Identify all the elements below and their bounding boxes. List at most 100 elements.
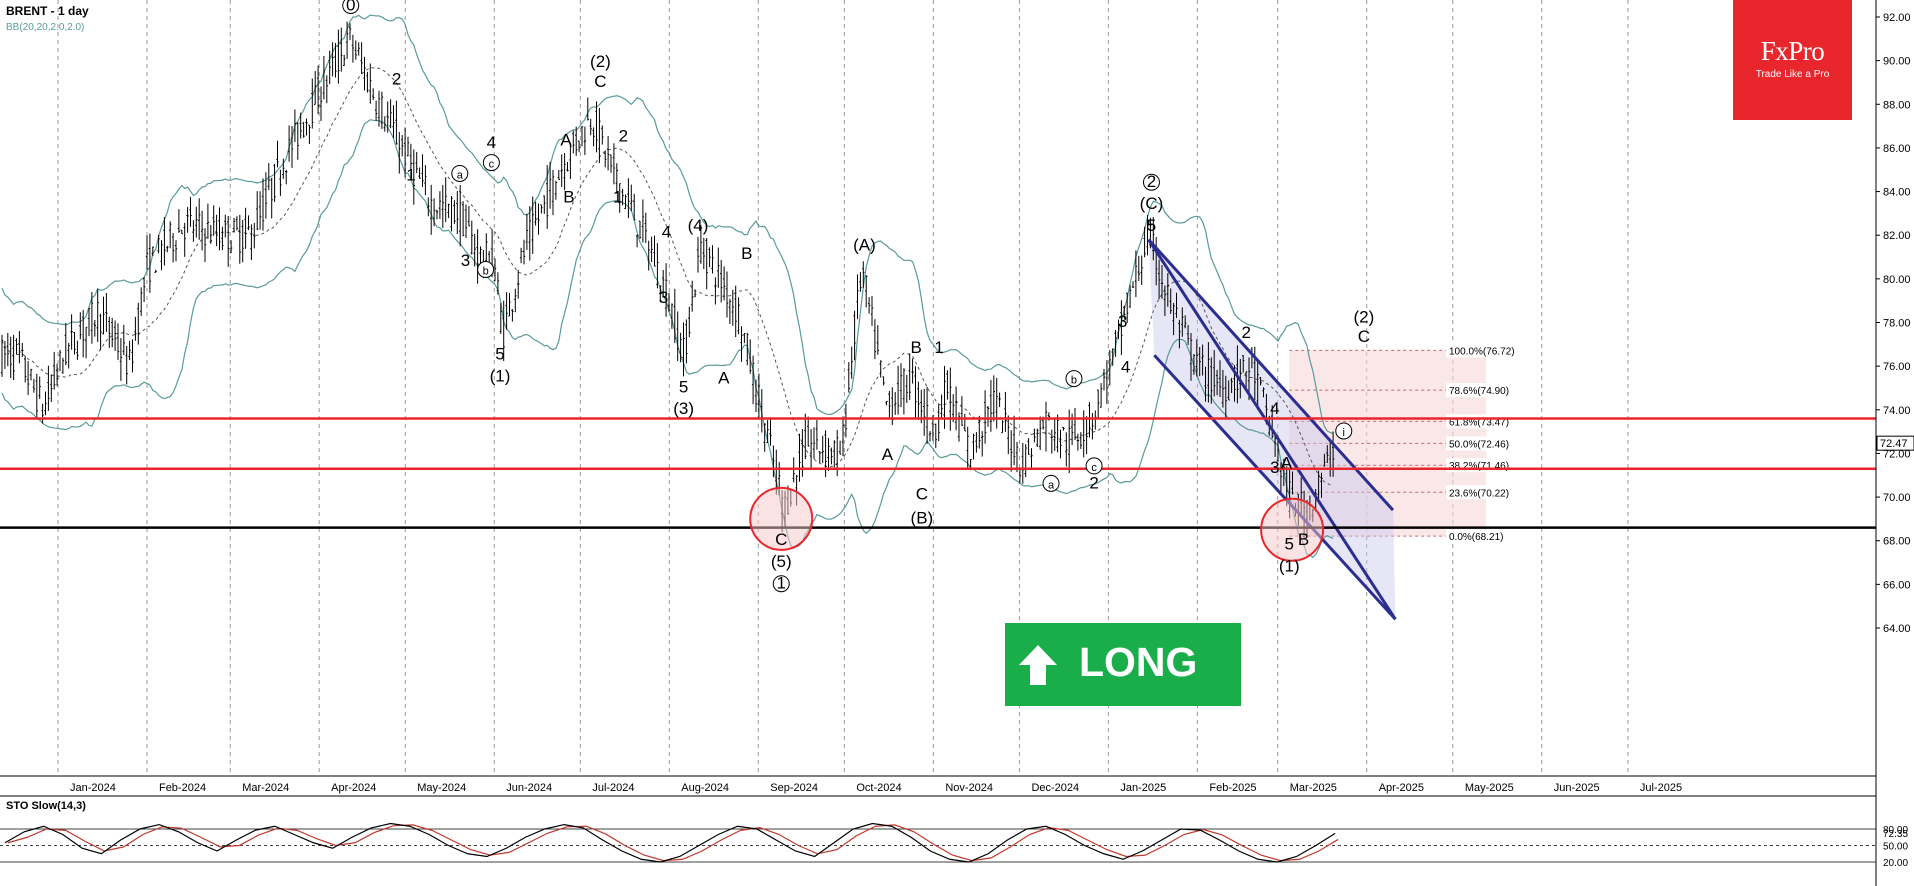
x-tick-label: Jun-2024	[506, 782, 552, 794]
x-tick-label: Jul-2025	[1640, 782, 1682, 794]
wave-label-ring	[772, 575, 790, 593]
y-tick-label: 70.00	[1883, 492, 1911, 504]
wave-label: (B)	[911, 508, 934, 527]
wave-label: 2	[1089, 473, 1098, 492]
wave-label-ring	[451, 164, 469, 182]
fib-label: 38.2%(71.46)	[1449, 461, 1509, 472]
price-axis: 64.00 66.00 68.00 70.00 72.00 74.00 76.00 78.00…	[1876, 12, 1914, 635]
fib-label: 78.6%(74.90)	[1449, 386, 1509, 397]
wave-label: 5	[1147, 216, 1156, 235]
bollinger-label: BB(20,20,2.0,2.0)	[6, 22, 85, 33]
wave-label-ring	[1142, 173, 1160, 191]
wave-label: 5	[495, 345, 504, 364]
channel-lower-line	[1147, 238, 1397, 621]
x-tick-label: May-2025	[1465, 782, 1514, 794]
wave-label: C	[1358, 327, 1370, 346]
fib-label-bg	[1446, 485, 1522, 500]
wave-label: (1)	[1279, 556, 1300, 575]
wave-label: 4	[1270, 399, 1279, 418]
x-tick-label: Sep-2024	[770, 782, 818, 794]
wave-label: 5	[1284, 534, 1293, 553]
wave-label: 3	[659, 288, 668, 307]
wave-label: B	[910, 338, 921, 357]
wave-label: C	[594, 72, 606, 91]
x-tick-label: Apr-2025	[1379, 782, 1424, 794]
main-panel-bg	[0, 0, 1876, 776]
last-price-box	[1876, 435, 1914, 451]
fib-label-bg	[1446, 436, 1522, 451]
wave-label: 4	[662, 222, 671, 241]
wave-label: 4	[487, 133, 496, 152]
wave-label: a	[457, 169, 464, 181]
bollinger-bands	[1, 14, 1334, 559]
wave-label: 2	[1147, 172, 1156, 191]
x-tick-label: Apr-2024	[331, 782, 376, 794]
fib-label: 50.0%(72.46)	[1449, 439, 1509, 450]
candlesticks	[0, 21, 1335, 539]
fib-label: 100.0%(76.72)	[1449, 346, 1515, 357]
y-tick-label: 78.00	[1883, 318, 1911, 330]
wave-label-ring	[342, 0, 360, 14]
wave-label: 2	[1241, 323, 1250, 342]
wave-label: (4)	[688, 216, 709, 235]
fib-label: 61.8%(73.47)	[1449, 417, 1509, 428]
fib-label-bg	[1446, 529, 1522, 544]
x-tick-label: Jan-2025	[1120, 782, 1166, 794]
x-tick-label: May-2024	[417, 782, 466, 794]
wave-label: (A)	[853, 235, 876, 254]
y-tick-label: 82.00	[1883, 230, 1911, 242]
last-price-label: 72.47	[1880, 438, 1908, 450]
wave-label: (C)	[1140, 194, 1164, 213]
horizontal-levels	[0, 417, 1876, 529]
y-tick-label: 76.00	[1883, 361, 1911, 373]
brand-name: FxPro	[1760, 36, 1825, 66]
sto-k-line	[4, 822, 1336, 863]
fib-label: 23.6%(70.22)	[1449, 488, 1509, 499]
wave-label: 3	[1270, 458, 1279, 477]
wave-label: A	[1281, 454, 1293, 473]
wave-label: a	[1048, 479, 1055, 491]
x-tick-label: Mar-2024	[242, 782, 289, 794]
x-tick-label: Dec-2024	[1031, 782, 1079, 794]
wave-label: (2)	[1353, 308, 1374, 327]
wave-label: 5	[679, 377, 688, 396]
stochastic-label: STO Slow(14,3)	[6, 800, 86, 812]
fib-label-bg	[1446, 343, 1522, 358]
wave-label: 1	[613, 187, 622, 206]
x-tick-label: Mar-2025	[1290, 782, 1337, 794]
wave-label-ring	[1065, 370, 1083, 388]
wave-label: 1	[406, 166, 415, 185]
y-tick-label: 66.00	[1883, 579, 1911, 591]
sto-tick-label: 50.00	[1883, 842, 1908, 853]
up-arrow-icon	[1019, 645, 1057, 685]
wave-label-ring	[482, 154, 500, 172]
bollinger-lower	[1, 119, 1334, 559]
wave-label: C	[775, 530, 787, 549]
x-tick-label: Jun-2025	[1554, 782, 1600, 794]
wave-label: 4	[1121, 358, 1130, 377]
wave-label: B	[1298, 530, 1309, 549]
sto-tick-label: 20.00	[1883, 858, 1908, 869]
y-tick-label: 64.00	[1883, 623, 1911, 635]
x-tick-label: Nov-2024	[945, 782, 993, 794]
wave-label: 2	[619, 126, 628, 145]
wave-label: i	[1343, 427, 1345, 439]
channel-upper-line	[1147, 238, 1395, 512]
wave-label: c	[489, 159, 495, 171]
y-tick-label: 80.00	[1883, 274, 1911, 286]
y-tick-label: 88.00	[1883, 99, 1911, 111]
wave-label: C	[916, 484, 928, 503]
channel-lower-line-2	[1153, 354, 1397, 621]
wave-label-ring	[1085, 457, 1103, 475]
y-tick-label: 74.00	[1883, 405, 1911, 417]
wave-label: 3	[461, 251, 470, 270]
wave-label: 0	[346, 0, 355, 14]
wave-label: c	[1091, 462, 1097, 474]
x-tick-label: Aug-2024	[681, 782, 729, 794]
wave-label: 3	[1118, 312, 1127, 331]
y-tick-label: 72.00	[1883, 448, 1911, 460]
low-highlight-circle	[1260, 497, 1325, 562]
